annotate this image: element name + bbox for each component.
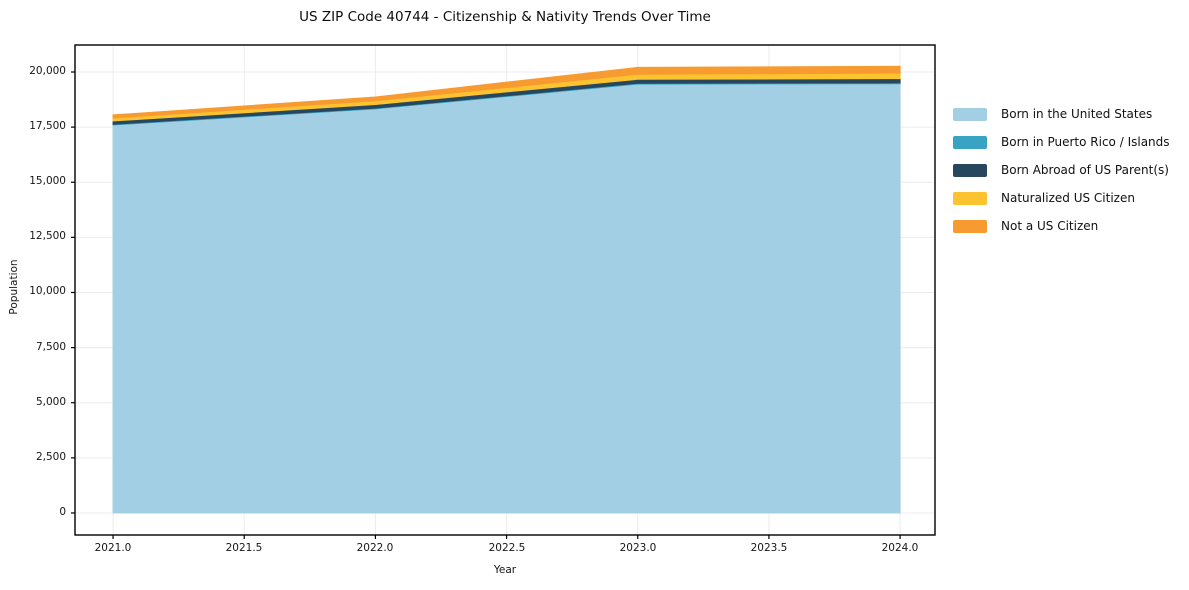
x-tick-label: 2022.0 (356, 542, 394, 554)
y-tick-label: 5,000 (35, 396, 66, 408)
y-axis-label: Population (8, 259, 20, 315)
area-series (112, 65, 901, 119)
legend-label: Born in Puerto Rico / Islands (1001, 135, 1170, 149)
y-tick-label: 15,000 (29, 175, 66, 187)
x-tick-label: 2022.5 (488, 542, 526, 554)
plot-border (74, 44, 936, 536)
x-tick-label: 2024.0 (881, 542, 919, 554)
x-tick-label: 2021.0 (94, 542, 132, 554)
legend-label: Born in the United States (1001, 107, 1153, 121)
area-series (112, 83, 901, 514)
x-tick-label: 2021.5 (225, 542, 263, 554)
legend-item: Born in Puerto Rico / Islands (953, 128, 1170, 156)
legend-swatch-icon (953, 163, 987, 177)
x-tick-label: 2023.5 (750, 542, 788, 554)
x-tick-label: 2023.0 (619, 542, 657, 554)
legend-item: Born Abroad of US Parent(s) (953, 156, 1170, 184)
y-tick-label: 0 (59, 506, 66, 518)
x-axis-label: Year (493, 564, 517, 576)
y-tick-label: 10,000 (29, 285, 66, 297)
legend-item: Not a US Citizen (953, 212, 1170, 240)
chart-title: US ZIP Code 40744 - Citizenship & Nativi… (299, 9, 711, 25)
legend-item: Naturalized US Citizen (953, 184, 1170, 212)
legend-label: Born Abroad of US Parent(s) (1001, 163, 1169, 177)
y-tick-label: 17,500 (29, 120, 66, 132)
legend-swatch-icon (953, 191, 987, 205)
legend-label: Naturalized US Citizen (1001, 191, 1135, 205)
legend-label: Not a US Citizen (1001, 219, 1099, 233)
legend-swatch-icon (953, 135, 987, 149)
y-tick-label: 7,500 (35, 341, 66, 353)
legend-swatch-icon (953, 107, 987, 121)
y-tick-label: 2,500 (35, 451, 66, 463)
legend: Born in the United States Born in Puerto… (953, 100, 1170, 240)
legend-swatch-icon (953, 219, 987, 233)
legend-item: Born in the United States (953, 100, 1170, 128)
y-tick-label: 20,000 (29, 65, 66, 77)
y-tick-label: 12,500 (29, 230, 66, 242)
